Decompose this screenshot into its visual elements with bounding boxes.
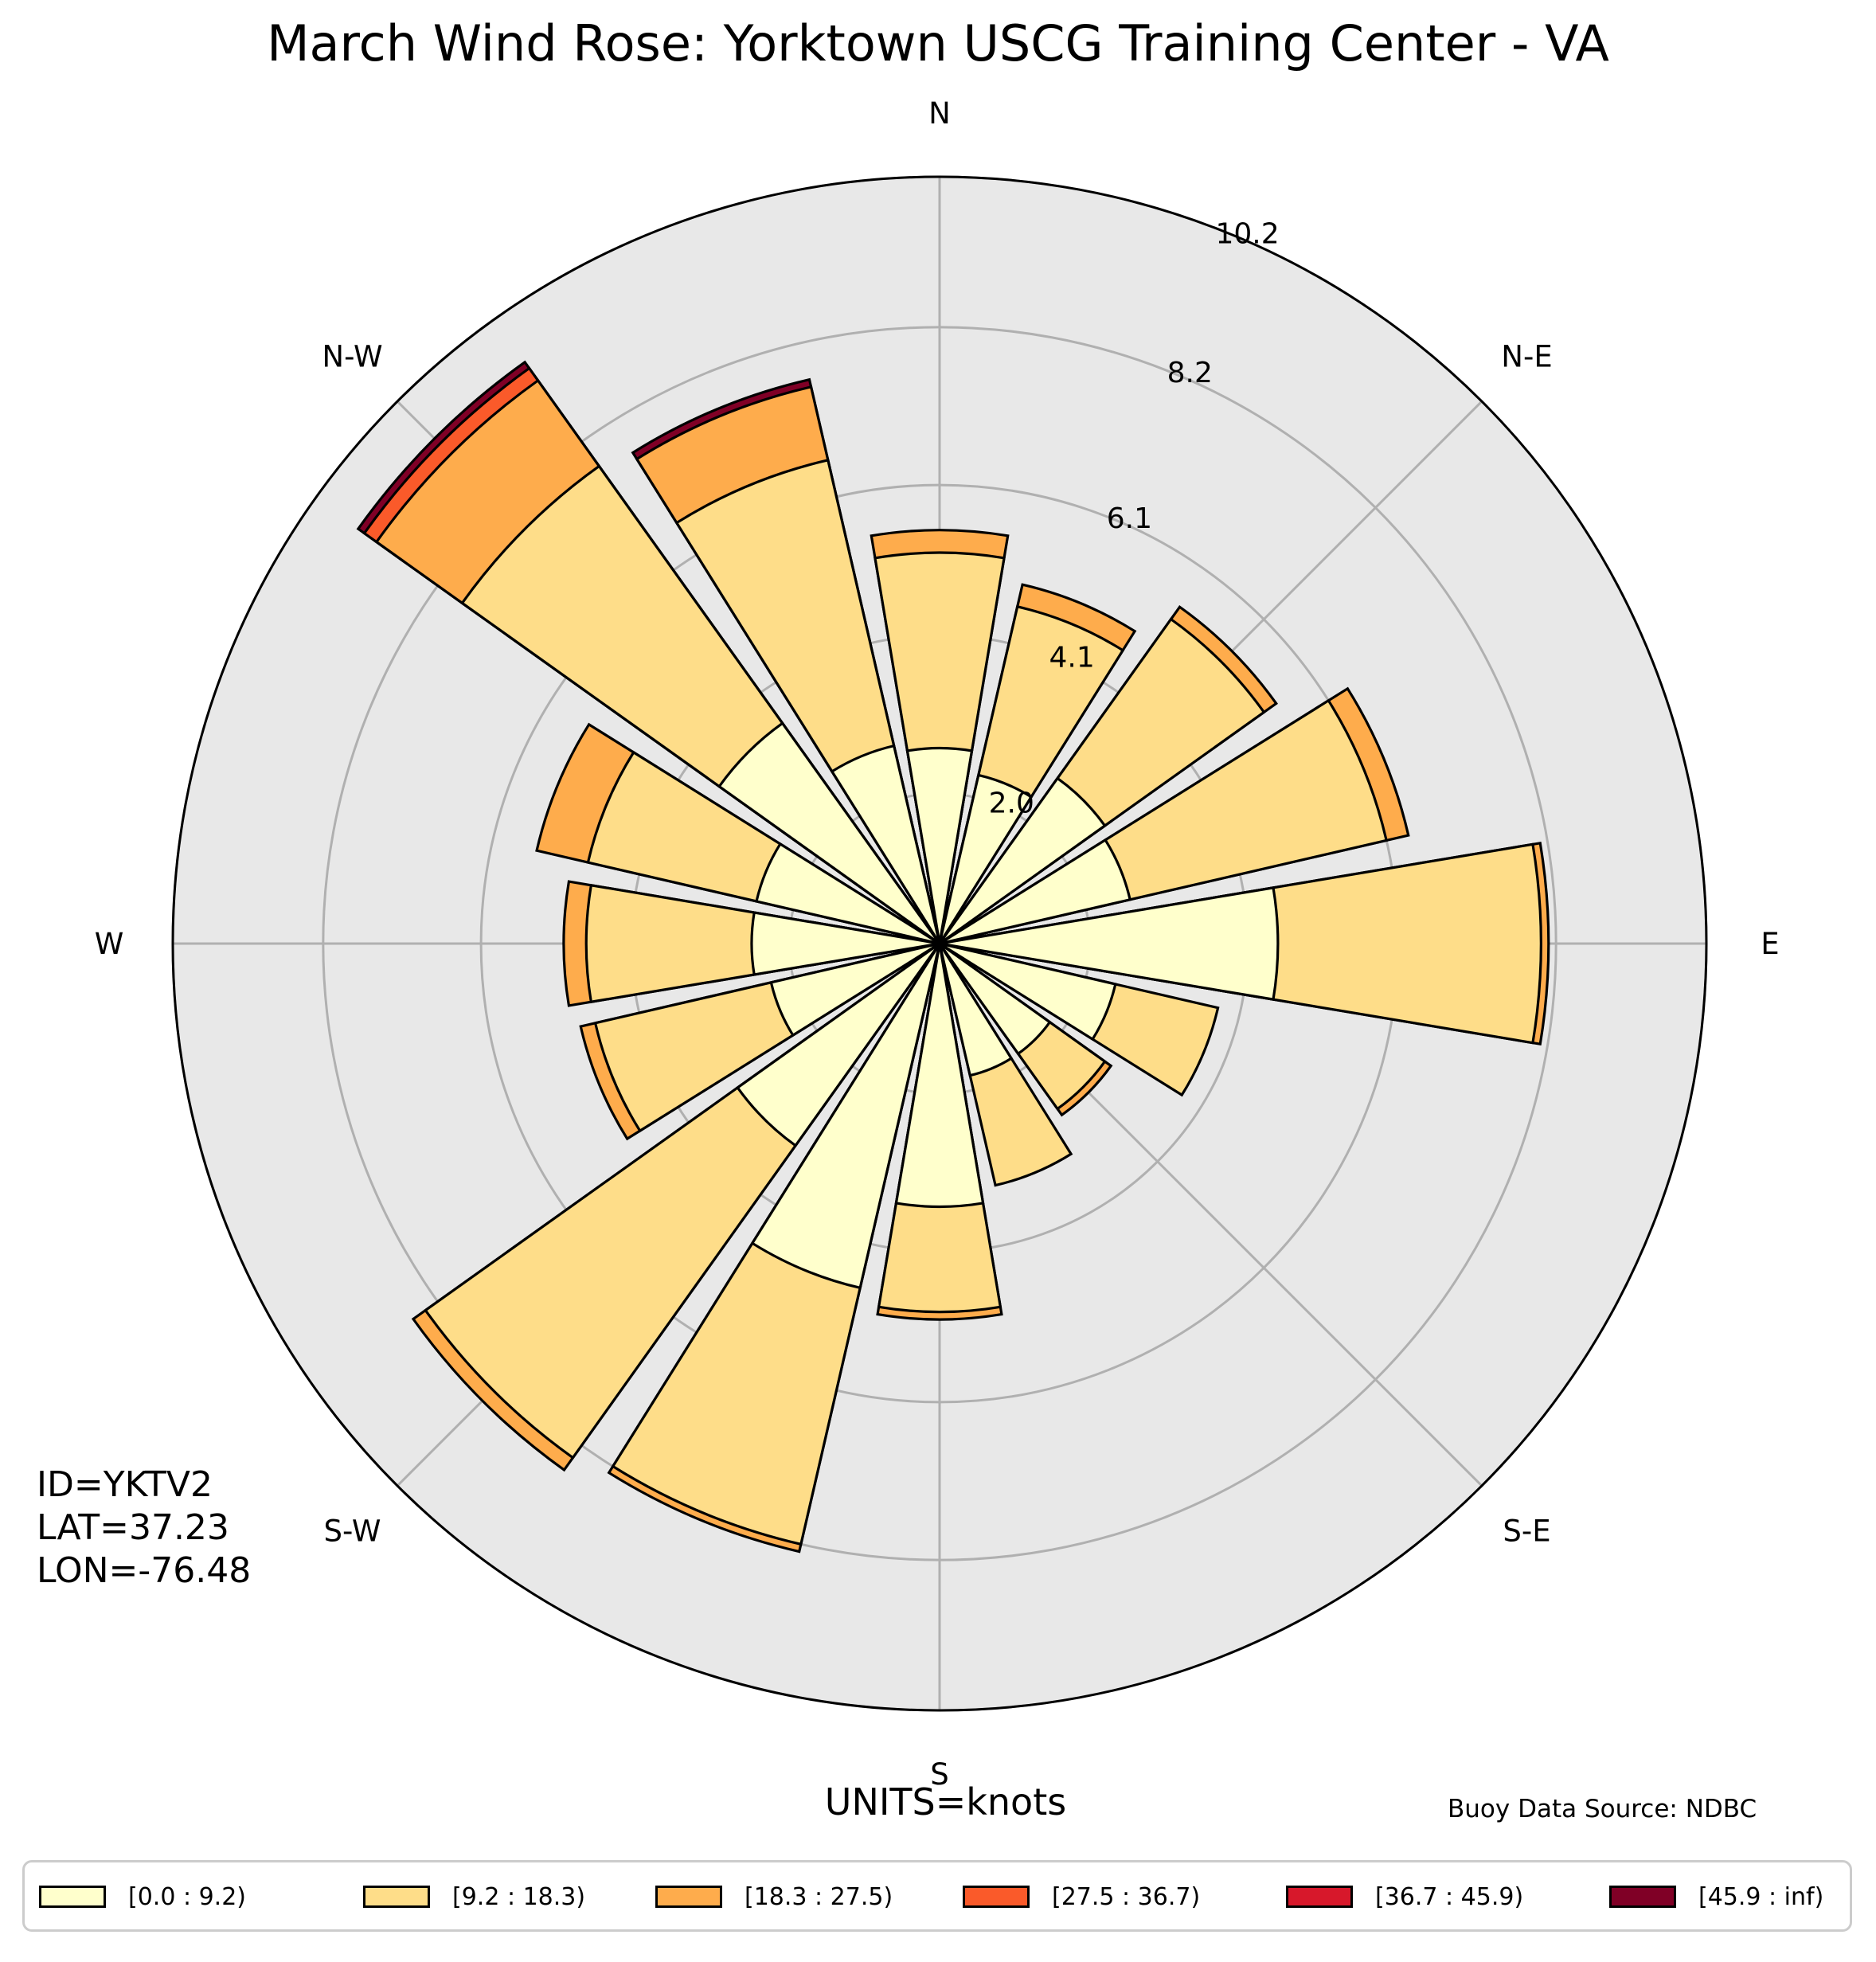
legend-item: [45.9 : inf) <box>1609 1881 1823 1913</box>
legend-label: [18.3 : 27.5) <box>745 1882 893 1911</box>
legend-item: [9.2 : 18.3) <box>363 1881 585 1913</box>
wind-bar-segment <box>717 721 941 945</box>
radial-tick-label: 10.2 <box>1215 217 1279 250</box>
wind-bar-segment <box>938 942 1052 1056</box>
station-info: ID=YKTV2 LAT=37.23 LON=-76.48 <box>37 1464 251 1593</box>
direction-label: S-W <box>324 1514 381 1549</box>
wind-bar-segment <box>939 886 1280 1001</box>
wind-bar-segment <box>736 942 941 1147</box>
wind-bar-segment <box>769 942 940 1038</box>
data-source-label: Buoy Data Source: NDBC <box>1448 1795 1757 1823</box>
wind-bar-segment <box>938 943 1014 1077</box>
station-id: ID=YKTV2 <box>37 1464 213 1505</box>
station-lat: LAT=37.23 <box>37 1507 229 1548</box>
legend-label: [45.9 : inf) <box>1698 1882 1824 1911</box>
legend-swatch <box>655 1886 722 1908</box>
legend-swatch <box>1609 1886 1676 1908</box>
legend-swatch <box>39 1886 106 1908</box>
polar-boundary <box>171 175 1708 1712</box>
legend-swatch <box>363 1886 430 1908</box>
radial-tick-label: 4.1 <box>1049 641 1094 674</box>
legend-item: [36.7 : 45.9) <box>1286 1881 1523 1913</box>
wind-bar-segment <box>830 744 941 944</box>
legend-label: [0.0 : 9.2) <box>128 1882 247 1911</box>
wind-bar-segment <box>750 943 941 1290</box>
wind-bar-segment <box>939 838 1132 945</box>
legend-swatch <box>1286 1886 1353 1908</box>
direction-label: N-E <box>1501 339 1552 373</box>
axis-labels: 2.0 4.1 6.1 8.2 10.2 N N-E E S-E S S-W W N-W <box>95 96 1780 1792</box>
wind-bar-segment <box>939 942 1117 1042</box>
direction-label: S-E <box>1503 1514 1550 1549</box>
radial-tick-label: 2.0 <box>989 788 1034 820</box>
station-lon: LON=-76.48 <box>37 1550 252 1591</box>
legend-item: [27.5 : 36.7) <box>963 1881 1200 1913</box>
radial-tick-label: 8.2 <box>1167 357 1213 389</box>
direction-label: S <box>930 1757 949 1792</box>
wind-bar-segment <box>894 943 985 1209</box>
units-label: UNITS=knots <box>824 1780 1067 1823</box>
wind-bar-segment <box>750 911 940 976</box>
wind-bar-segment <box>938 776 1107 945</box>
wind-bar-segment <box>905 746 974 944</box>
direction-label: W <box>95 927 124 961</box>
legend-swatch <box>963 1886 1030 1908</box>
direction-label: N <box>928 96 951 131</box>
legend-label: [9.2 : 18.3) <box>452 1882 586 1911</box>
legend-label: [36.7 : 45.9) <box>1375 1882 1524 1911</box>
direction-label: E <box>1761 927 1779 961</box>
chart-title: March Wind Rose: Yorktown USCG Training … <box>267 14 1609 72</box>
radial-tick-label: 6.1 <box>1107 502 1152 535</box>
direction-label: N-W <box>322 339 382 373</box>
wind-bar-segment <box>755 842 940 945</box>
legend: [0.0 : 9.2) [9.2 : 18.3) [18.3 : 27.5) [… <box>22 1860 1852 1932</box>
legend-label: [27.5 : 36.7) <box>1052 1882 1201 1911</box>
legend-item: [18.3 : 27.5) <box>655 1881 893 1913</box>
wind-bar-segment <box>938 773 1034 944</box>
wind-bars <box>356 360 1550 1554</box>
legend-item: [0.0 : 9.2) <box>39 1881 246 1913</box>
